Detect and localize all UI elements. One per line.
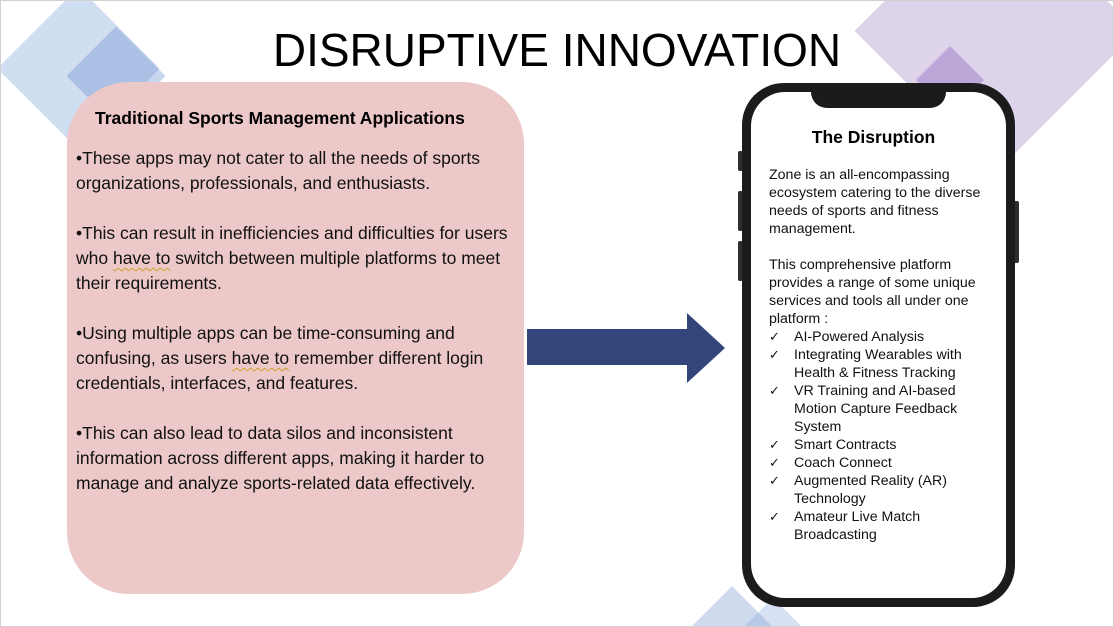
traditional-point-1: •These apps may not cater to all the nee… — [76, 148, 480, 193]
disruption-intro: Zone is an all-encompassing ecosystem ca… — [769, 167, 981, 237]
list-item: ✓ Augmented Reality (AR) Technology — [769, 472, 999, 508]
checkmark-icon: ✓ — [769, 509, 780, 524]
phone-side-button — [738, 191, 743, 231]
feature-label: Coach Connect — [794, 455, 892, 471]
traditional-point-4: •This can also lead to data silos and in… — [76, 423, 485, 493]
traditional-apps-box[interactable] — [67, 82, 524, 594]
point-text: switch between multiple platforms to mee… — [76, 248, 501, 293]
traditional-point-3: •Using multiple apps can be time-consumi… — [76, 321, 516, 396]
checkmark-icon: ✓ — [769, 455, 780, 470]
feature-label: Augmented Reality (AR) Technology — [794, 473, 947, 507]
list-item: ✓ Coach Connect — [769, 454, 999, 472]
list-item: ✓ Smart Contracts — [769, 436, 999, 454]
feature-label: VR Training and AI-based Motion Capture … — [794, 383, 958, 435]
disruption-title[interactable]: The Disruption — [811, 127, 936, 147]
feature-label: AI-Powered Analysis — [794, 329, 925, 345]
checkmark-icon: ✓ — [769, 473, 780, 488]
list-item: ✓ Amateur Live Match Broadcasting — [769, 508, 999, 544]
list-item: ✓ Integrating Wearables with Health & Fit… — [769, 346, 999, 382]
feature-label: Smart Contracts — [794, 437, 897, 453]
phone-side-button — [738, 241, 743, 281]
traditional-apps-heading[interactable]: Traditional Sports Management Applicatio… — [95, 108, 465, 128]
checkmark-icon: ✓ — [769, 383, 780, 398]
phone-screen — [751, 92, 1006, 598]
slide-title[interactable]: DISRUPTIVE INNOVATION — [272, 24, 842, 76]
disruption-body[interactable]: Zone is an all-encompassing ecosystem ca… — [769, 166, 999, 544]
checkmark-icon: ✓ — [769, 347, 780, 362]
point-text: •This can result in inefficiencies and d… — [76, 223, 508, 268]
phone-side-button — [1014, 201, 1019, 263]
phone-notch — [811, 83, 946, 108]
point-text: remember different login credentials, in… — [76, 348, 484, 393]
checkmark-icon: ✓ — [769, 437, 780, 452]
traditional-point-2: •This can result in inefficiencies and d… — [76, 221, 516, 296]
list-item: ✓ VR Training and AI-based Motion Capture… — [769, 382, 999, 436]
checkmark-icon: ✓ — [769, 329, 780, 344]
right-arrow-icon[interactable] — [527, 313, 727, 383]
phone-side-button — [738, 151, 743, 171]
traditional-apps-points[interactable]: •These apps may not cater to all the nee… — [76, 146, 516, 521]
feature-checklist: ✓ AI-Powered Analysis ✓ Integrating Wearab… — [769, 328, 999, 544]
grammar-flagged-text: have to — [231, 348, 290, 368]
feature-label: Integrating Wearables with Health & Fitn… — [794, 347, 962, 381]
list-item: ✓ AI-Powered Analysis — [769, 328, 999, 346]
point-text: •Using multiple apps can be time-consumi… — [76, 323, 455, 368]
feature-label: Amateur Live Match Broadcasting — [794, 509, 921, 543]
disruption-lead: This comprehensive platform provides a r… — [769, 257, 976, 327]
grammar-flagged-text: have to — [112, 248, 171, 268]
